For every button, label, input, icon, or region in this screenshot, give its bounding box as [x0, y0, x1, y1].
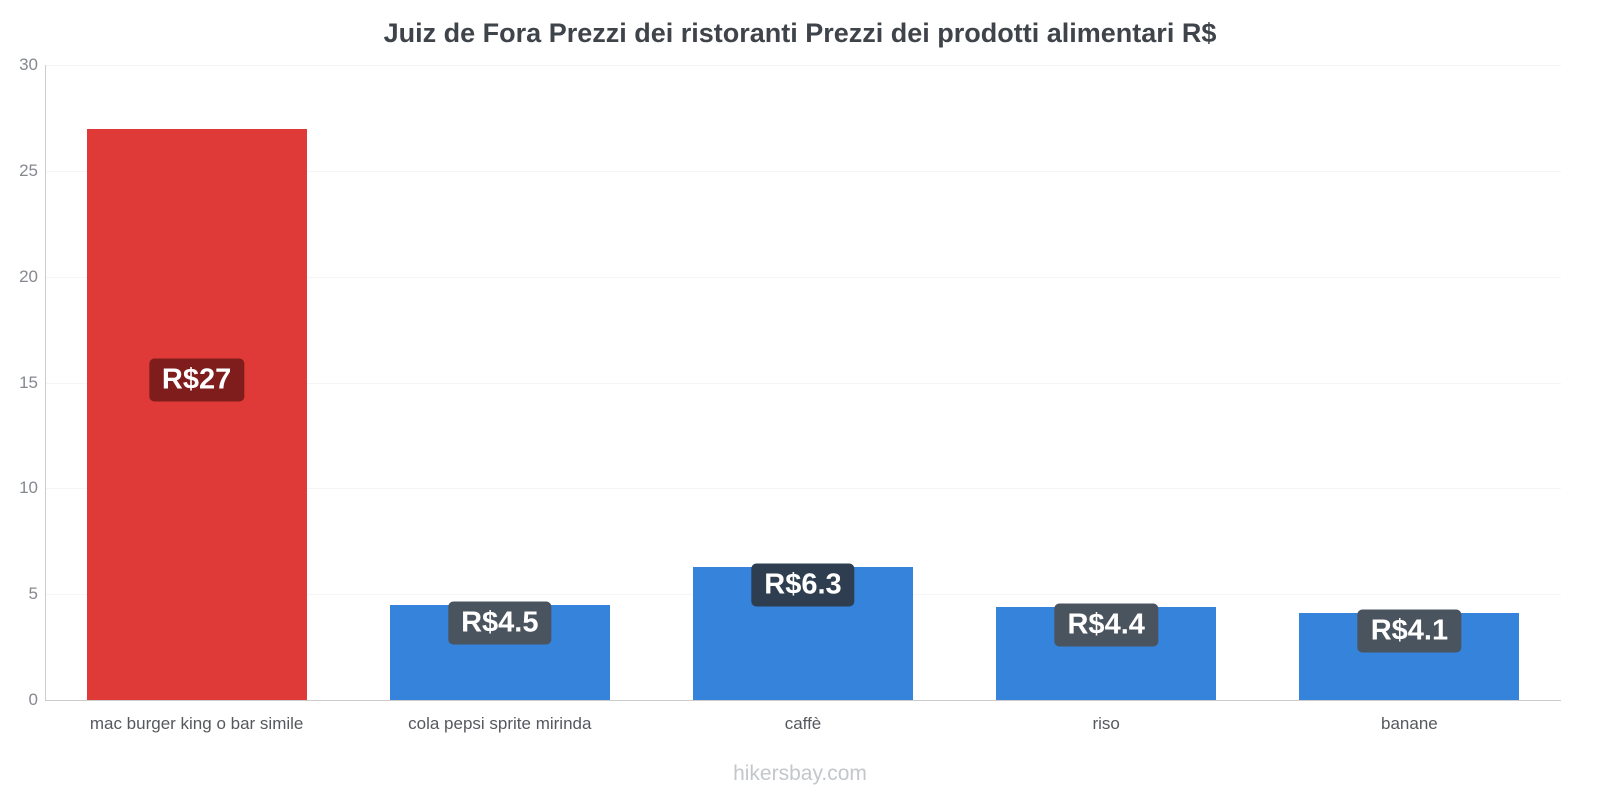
category-label: riso: [1092, 714, 1120, 733]
gridline: [46, 382, 1561, 384]
gridline: [46, 170, 1561, 172]
category-label: cola pepsi sprite mirinda: [408, 714, 592, 733]
gridline: [46, 65, 1561, 66]
x-axis-line: [45, 700, 1561, 701]
y-tick-label: 20: [19, 266, 38, 286]
footer-watermark: hikersbay.com: [733, 762, 867, 785]
value-label-chip: R$4.4: [1054, 603, 1158, 647]
value-label-chip: R$6.3: [751, 563, 855, 607]
value-label-chip: R$4.5: [448, 601, 552, 645]
category-label: caffè: [784, 714, 822, 733]
category-label: mac burger king o bar simile: [89, 714, 304, 733]
y-tick-label: 15: [19, 372, 38, 392]
bar-1: [86, 128, 307, 700]
y-tick-label: 30: [19, 55, 38, 74]
gridline: [46, 276, 1561, 278]
y-axis-line: [45, 65, 46, 701]
gridline: [46, 488, 1561, 490]
y-tick-label: 10: [19, 478, 38, 498]
category-label: banane: [1381, 714, 1438, 733]
y-tick-label: 0: [28, 690, 38, 709]
value-label-chip: R$4.1: [1357, 609, 1462, 653]
y-tick-label: 25: [19, 160, 38, 180]
chart-title: Juiz de Fora Prezzi dei ristoranti Prezz…: [383, 18, 1217, 48]
y-tick-label: 5: [28, 584, 38, 604]
value-label-chip: R$27: [148, 358, 245, 402]
